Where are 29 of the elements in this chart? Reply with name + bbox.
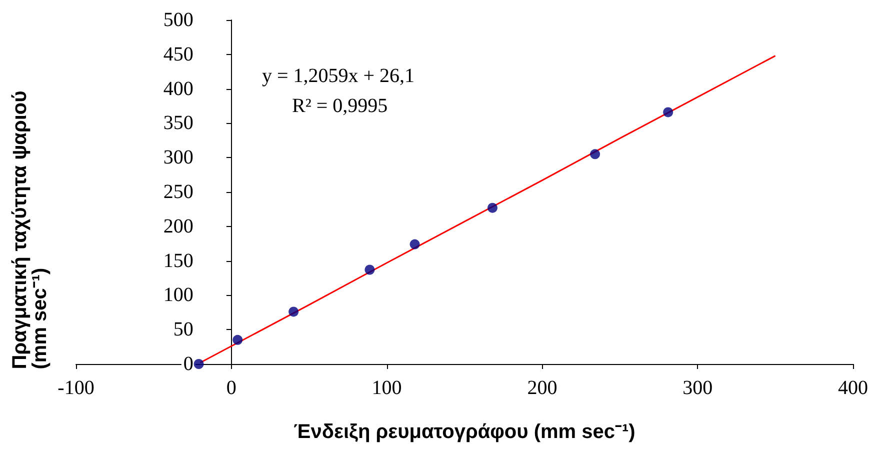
point xyxy=(364,264,375,275)
point xyxy=(663,107,674,118)
point xyxy=(232,334,243,345)
y-tick-label: 500 xyxy=(163,9,194,31)
y-tick-label: 450 xyxy=(163,43,194,66)
y-tick-label: 150 xyxy=(163,250,194,272)
x-tick-label: 400 xyxy=(838,377,868,399)
x-tick-label: 200 xyxy=(527,377,558,399)
annotation: y = 1,2059x + 26,1 xyxy=(262,65,415,87)
point xyxy=(410,239,420,250)
annotation: R² = 0,9995 xyxy=(292,95,388,117)
x-tick-label: 100 xyxy=(372,377,402,399)
y-axis-title: Πραγματική ταχύτητα ψαριού (mm sec⁻¹) xyxy=(9,90,51,370)
point xyxy=(288,306,299,317)
point xyxy=(590,149,600,160)
x-tick-label: -100 xyxy=(58,377,94,399)
y-tick-label: 350 xyxy=(163,112,194,134)
x-axis-title: Ένδειξη ρευματογράφου (mm sec⁻¹) xyxy=(294,421,636,443)
y-tick-label: 250 xyxy=(163,181,194,203)
y-tick-label: 300 xyxy=(163,146,194,169)
x-tick-label: 300 xyxy=(682,377,713,399)
point xyxy=(487,202,498,213)
x-tick-label: 0 xyxy=(226,377,236,399)
y-tick-label: 400 xyxy=(163,78,194,100)
y-tick-label: 100 xyxy=(163,284,194,306)
y-tick-label: 200 xyxy=(163,215,194,238)
point xyxy=(194,359,204,369)
y-tick-label: 50 xyxy=(173,318,194,341)
y-tick-label: 0 xyxy=(183,353,194,375)
